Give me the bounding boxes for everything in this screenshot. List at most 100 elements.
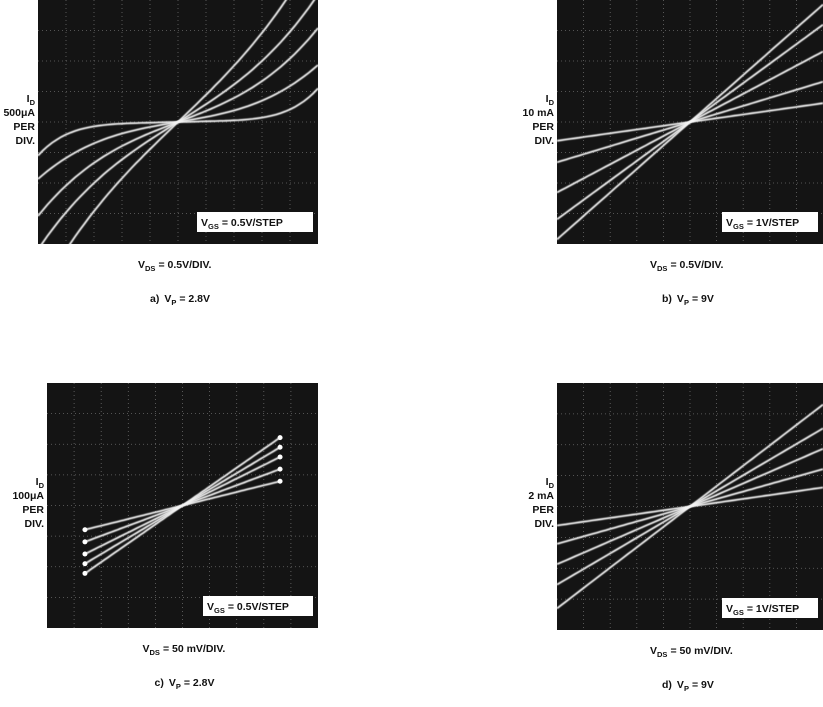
x-label-text: = 50 mV/DIV.: [163, 643, 225, 655]
trace: [557, 3, 823, 241]
caption-symbol: V: [164, 293, 171, 305]
trace-end: [82, 561, 88, 567]
y-label-subscript: D: [549, 98, 555, 107]
y-label-line: PER: [532, 121, 554, 133]
caption-text: = 2.8V: [179, 293, 210, 305]
trace: [68, 0, 288, 244]
y-label-line: DIV.: [535, 518, 555, 530]
y-label-line: PER: [22, 504, 44, 516]
y-label-subscript: D: [549, 481, 555, 490]
caption-symbol: V: [677, 679, 684, 691]
x-label-subscript: DS: [657, 264, 667, 273]
caption-text: = 9V: [692, 293, 714, 305]
step-label-symbol: V: [207, 601, 214, 613]
traces: [557, 403, 823, 610]
caption: b) VP = 9V: [662, 293, 714, 307]
x-label: VDS = 50 mV/DIV.: [650, 645, 733, 659]
y-label-line: DIV.: [25, 518, 45, 530]
x-label-text: = 0.5V/DIV.: [158, 259, 211, 271]
y-label-line: PER: [13, 121, 35, 133]
trace: [84, 436, 281, 575]
trace-end: [277, 466, 283, 472]
step-label-text: = 1V/STEP: [747, 603, 799, 615]
y-label-line: 100μA: [12, 490, 44, 502]
y-label-subscript: D: [30, 98, 36, 107]
y-label-line: DIV.: [535, 135, 555, 147]
caption: a) VP = 2.8V: [150, 293, 210, 307]
x-label-symbol: V: [650, 645, 657, 657]
traces: [557, 3, 823, 241]
x-label-text: = 50 mV/DIV.: [670, 645, 732, 657]
trace-end: [82, 527, 88, 533]
step-label: VGS = 0.5V/STEP: [207, 601, 289, 615]
x-label: VDS = 50 mV/DIV.: [143, 643, 226, 657]
x-label-symbol: V: [143, 643, 150, 655]
caption-text: = 9V: [692, 679, 714, 691]
x-label-subscript: DS: [150, 648, 160, 657]
trace-end: [277, 435, 283, 441]
caption-prefix: a): [150, 293, 159, 305]
caption: d) VP = 9V: [662, 679, 714, 693]
step-label: VGS = 0.5V/STEP: [201, 217, 283, 231]
caption-prefix: d): [662, 679, 672, 691]
caption-subscript: P: [176, 682, 181, 691]
x-label-symbol: V: [650, 259, 657, 271]
step-label-text: = 1V/STEP: [747, 217, 799, 229]
x-label-text: = 0.5V/DIV.: [670, 259, 723, 271]
trace: [557, 403, 823, 610]
y-label-symbol: I: [546, 93, 549, 105]
step-label-text: = 0.5V/STEP: [222, 217, 283, 229]
step-label-box: [203, 596, 313, 616]
y-label-subscript: D: [39, 481, 45, 490]
y-label-line: 2 mA: [528, 490, 554, 502]
step-label-subscript: GS: [733, 608, 744, 617]
caption: c) VP = 2.8V: [155, 677, 215, 691]
trace-end: [82, 539, 88, 545]
x-label-subscript: DS: [145, 264, 155, 273]
caption-prefix: b): [662, 293, 672, 305]
step-label-text: = 0.5V/STEP: [228, 601, 289, 613]
x-label: VDS = 0.5V/DIV.: [650, 259, 724, 273]
step-label-box: [197, 212, 313, 232]
step-label-subscript: GS: [208, 222, 219, 231]
caption-subscript: P: [684, 298, 689, 307]
trace-end: [277, 478, 283, 484]
y-label-symbol: I: [27, 93, 30, 105]
step-label-box: [722, 212, 818, 232]
step-label-box: [722, 598, 818, 618]
traces: [82, 435, 283, 576]
trace-end: [82, 551, 88, 557]
step-label-symbol: V: [726, 217, 733, 229]
trace-end: [82, 570, 88, 576]
step-label-subscript: GS: [214, 606, 225, 615]
y-label-symbol: I: [546, 476, 549, 488]
caption-subscript: P: [171, 298, 176, 307]
caption-prefix: c): [155, 677, 164, 689]
trace-end: [277, 444, 283, 450]
y-label: ID: [36, 476, 45, 490]
y-label-line: 10 mA: [522, 107, 554, 119]
caption-subscript: P: [684, 684, 689, 693]
y-label: ID: [546, 93, 555, 107]
caption-symbol: V: [677, 293, 684, 305]
y-label-symbol: I: [36, 476, 39, 488]
y-label: ID: [27, 93, 36, 107]
y-label-line: PER: [532, 504, 554, 516]
step-label: VGS = 1V/STEP: [726, 217, 799, 231]
y-label: ID: [546, 476, 555, 490]
x-label-subscript: DS: [657, 650, 667, 659]
x-label-symbol: V: [138, 259, 145, 271]
y-label-line: 500μA: [3, 107, 35, 119]
step-label-symbol: V: [201, 217, 208, 229]
x-label: VDS = 0.5V/DIV.: [138, 259, 212, 273]
y-label-line: DIV.: [16, 135, 36, 147]
step-label-symbol: V: [726, 603, 733, 615]
step-label-subscript: GS: [733, 222, 744, 231]
caption-symbol: V: [169, 677, 176, 689]
step-label: VGS = 1V/STEP: [726, 603, 799, 617]
trace-end: [277, 454, 283, 460]
